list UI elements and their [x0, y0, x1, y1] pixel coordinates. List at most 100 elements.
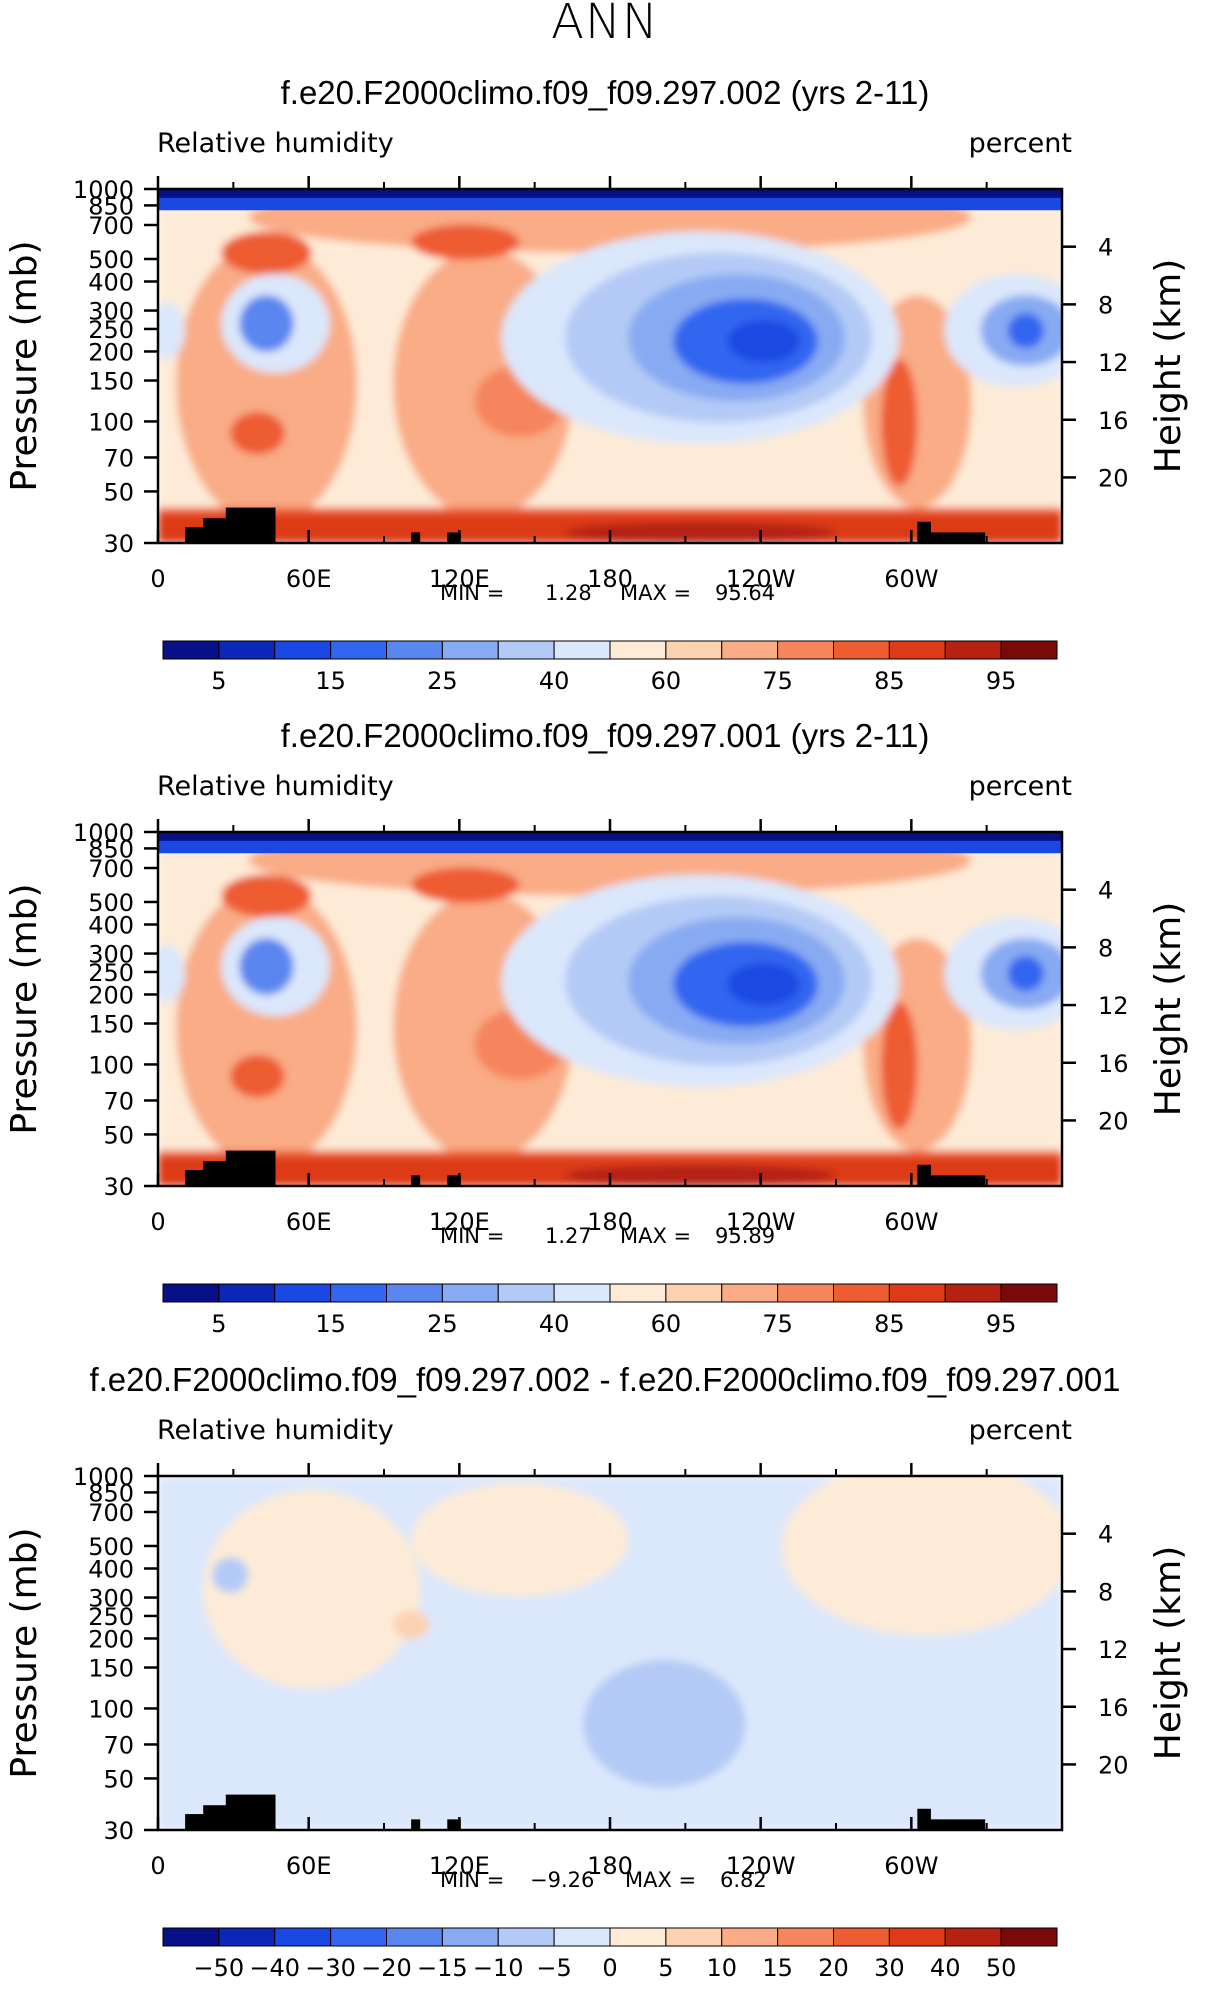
y-right-tick-label: 12	[1098, 992, 1129, 1020]
y-tick-label: 1000	[73, 176, 134, 204]
y-tick-label: 300	[88, 1585, 134, 1613]
colorbar-label: 5	[658, 1954, 673, 1982]
x-tick-label: 0	[150, 1852, 165, 1880]
y-tick-label: 70	[103, 444, 134, 472]
y-tick-label: 1000	[73, 819, 134, 847]
topography	[447, 1819, 461, 1830]
colorbar-label: 50	[986, 1954, 1017, 1982]
x-tick-label: 60E	[286, 1852, 332, 1880]
colorbar-swatch	[777, 1283, 834, 1303]
y-right-tick-label: 16	[1098, 407, 1129, 435]
colorbar-swatch	[888, 1283, 946, 1303]
contour-region	[239, 295, 294, 352]
contour-region	[1007, 955, 1044, 992]
colorbar-label: 95	[986, 667, 1017, 695]
y-tick-label: 250	[88, 316, 134, 344]
chart-panel-2: f.e20.F2000climo.f09_f09.297.001 (yrs 2-…	[0, 713, 1210, 1361]
y-tick-label: 150	[88, 1655, 134, 1683]
colorbar-swatch	[441, 1283, 499, 1303]
chart-panel-1: f.e20.F2000climo.f09_f09.297.002 (yrs 2-…	[0, 70, 1210, 718]
y-tick-label: 250	[88, 1603, 134, 1631]
y-tick-label: 400	[88, 269, 134, 297]
colorbar-label: 40	[930, 1954, 961, 1982]
colorbar-label: 25	[427, 1310, 458, 1338]
panel-title: f.e20.F2000climo.f09_f09.297.002 (yrs 2-…	[280, 74, 930, 111]
colorbar-swatch	[609, 1283, 667, 1303]
colorbar-label: −5	[536, 1954, 571, 1982]
topography	[248, 1164, 267, 1186]
colorbar-label: 40	[539, 667, 570, 695]
variable-label: Relative humidity	[157, 771, 394, 802]
max-value: 6.82	[720, 1868, 767, 1892]
colorbar-label: 60	[651, 1310, 682, 1338]
colorbar-swatch	[218, 1927, 276, 1947]
colorbar-swatch	[665, 1283, 723, 1303]
y-right-tick-label: 8	[1098, 934, 1113, 962]
figure-title: ANN	[551, 0, 659, 50]
x-tick-label: 120E	[429, 1852, 490, 1880]
contour-region	[158, 832, 1062, 841]
contour-region	[727, 962, 800, 1006]
colorbar-swatch	[386, 640, 443, 660]
topography	[411, 1175, 421, 1186]
y-axis-title: Pressure (mb)	[4, 240, 45, 491]
x-tick-label: 180	[587, 565, 633, 593]
topography	[248, 521, 267, 543]
y-right-axis-title: Height (km)	[1148, 1546, 1189, 1760]
topography	[921, 1175, 986, 1186]
contour-region	[239, 938, 294, 995]
max-label: MAX =	[620, 581, 692, 605]
colorbar-swatch	[162, 640, 220, 660]
y-tick-label: 50	[103, 1765, 134, 1793]
colorbar-swatch	[721, 1927, 779, 1947]
colorbar-label: 60	[651, 667, 682, 695]
y-right-tick-label: 12	[1098, 1636, 1129, 1664]
y-tick-label: 70	[103, 1087, 134, 1115]
y-tick-label: 50	[103, 1121, 134, 1149]
colorbar-label: 85	[874, 667, 905, 695]
y-tick-label: 30	[103, 530, 134, 558]
colorbar-swatch	[1000, 1927, 1058, 1947]
colorbar-label: 5	[211, 1310, 226, 1338]
y-axis-title: Pressure (mb)	[4, 1527, 45, 1778]
colorbar-label: −30	[305, 1954, 356, 1982]
topography	[447, 1175, 461, 1186]
y-tick-label: 700	[88, 212, 134, 240]
y-tick-label: 200	[88, 981, 134, 1009]
colorbar-label: 5	[211, 667, 226, 695]
contour-region	[212, 1557, 249, 1593]
colorbar-swatch	[1000, 640, 1058, 660]
colorbar-swatch	[162, 1927, 220, 1947]
colorbar-label: 40	[539, 1310, 570, 1338]
x-tick-label: 120W	[726, 565, 796, 593]
contour-region	[881, 358, 918, 487]
y-tick-label: 850	[88, 1479, 134, 1507]
x-tick-label: 120W	[726, 1208, 796, 1236]
colorbar-swatch	[665, 640, 723, 660]
y-tick-label: 500	[88, 889, 134, 917]
topography	[411, 1819, 421, 1830]
contour-region	[230, 412, 285, 455]
colorbar-swatch	[274, 1927, 332, 1947]
y-right-axis-title: Height (km)	[1148, 902, 1189, 1116]
colorbar-label: 20	[818, 1954, 849, 1982]
variable-label: Relative humidity	[157, 1415, 394, 1446]
colorbar-label: 75	[762, 1310, 793, 1338]
y-tick-label: 400	[88, 1556, 134, 1584]
topography	[921, 532, 986, 543]
colorbar-swatch	[777, 1927, 834, 1947]
min-label: MIN =	[440, 581, 505, 605]
colorbar-swatch	[833, 1927, 890, 1947]
contour-region	[158, 189, 1062, 198]
y-right-tick-label: 4	[1098, 1521, 1113, 1549]
min-label: MIN =	[440, 1868, 505, 1892]
contour-region	[203, 1490, 421, 1689]
colorbar-swatch	[944, 1927, 1002, 1947]
max-value: 95.89	[715, 1224, 776, 1248]
topography	[248, 1808, 267, 1830]
y-tick-label: 100	[88, 408, 134, 436]
units-label: percent	[968, 128, 1072, 159]
y-tick-label: 200	[88, 338, 134, 366]
contour-region	[411, 224, 520, 260]
y-right-tick-label: 4	[1098, 877, 1113, 905]
